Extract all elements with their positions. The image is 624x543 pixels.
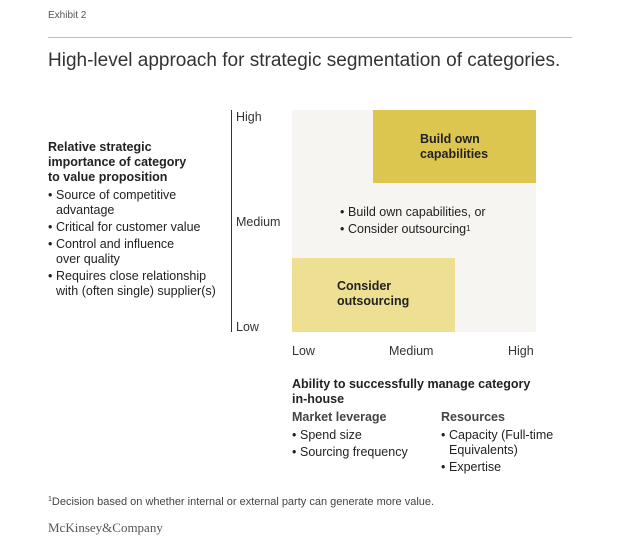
y-tick-medium: Medium [236,215,281,229]
list-item-line: over quality [56,252,120,266]
market-leverage-list: Spend size Sourcing frequency [292,428,408,462]
list-item-line: advantage [56,203,115,217]
resources-list: Capacity (Full-time Equivalents) Experti… [441,428,553,477]
list-item: Spend size [292,428,408,443]
x-axis-title-line: Ability to successfully manage category [292,377,531,391]
market-leverage-heading: Market leverage [292,410,387,424]
x-axis-title: Ability to successfully manage category … [292,377,542,407]
x-axis-title-line: in-house [292,392,345,406]
x-tick-high: High [508,344,534,358]
list-item-line: Capacity (Full-time [449,428,554,442]
list-item: Requires close relationship with (often … [48,269,233,299]
y-axis-title: Relative strategic importance of categor… [48,140,228,185]
list-item: Consider outsourcing1 [340,221,486,238]
list-item-line: Requires close relationship [56,269,207,283]
y-axis-line [231,110,232,332]
list-item-line: Control and influence [56,237,175,251]
middle-zone-options: Build own capabilities, or Consider outs… [340,204,486,238]
footnote-text: Decision based on whether internal or ex… [51,496,435,508]
build-own-capabilities-label: Build own capabilities [420,132,488,162]
footnote-marker: 1 [466,224,471,233]
y-tick-low: Low [236,320,259,334]
list-item: Expertise [441,460,553,475]
consider-outsourcing-box [292,258,455,332]
list-item-line: Source of competitive [56,188,177,202]
x-tick-low: Low [292,344,315,358]
box-label-line: Consider [337,279,392,293]
y-axis-title-line: Relative strategic [48,140,152,154]
header-divider [48,37,572,38]
footnote: 1Decision based on whether internal or e… [48,496,434,508]
list-item: Sourcing frequency [292,445,408,460]
list-item: Control and influence over quality [48,237,233,267]
exhibit-label: Exhibit 2 [48,10,87,21]
consider-outsourcing-label: Consider outsourcing [337,279,409,309]
middle-option-text: Build own capabilities, or [348,205,486,219]
list-item: Critical for customer value [48,220,233,235]
y-tick-high: High [236,110,262,124]
resources-heading: Resources [441,410,505,424]
list-item: Build own capabilities, or [340,204,486,221]
list-item: Source of competitive advantage [48,188,233,218]
footnote-marker: 1 [48,496,52,503]
brand-logo: McKinsey&Company [48,520,163,535]
list-item-line: Critical for customer value [56,220,201,234]
list-item-line: Spend size [300,428,362,442]
y-axis-title-line: importance of category [48,155,187,169]
y-axis-criteria-list: Source of competitive advantage Critical… [48,188,233,301]
x-tick-medium: Medium [389,344,434,358]
middle-option-text: Consider outsourcing [348,222,467,236]
box-label-line: outsourcing [337,294,410,308]
page-title: High-level approach for strategic segmen… [48,50,561,71]
build-own-capabilities-box [373,110,536,183]
box-label-line: Build own [420,132,480,146]
list-item-line: with (often single) supplier(s) [56,284,216,298]
list-item-line: Sourcing frequency [300,445,408,459]
y-axis-title-line: to value proposition [48,170,168,184]
list-item: Capacity (Full-time Equivalents) [441,428,553,458]
list-item-line: Equivalents) [449,443,518,457]
list-item-line: Expertise [449,460,502,474]
box-label-line: capabilities [420,147,489,161]
